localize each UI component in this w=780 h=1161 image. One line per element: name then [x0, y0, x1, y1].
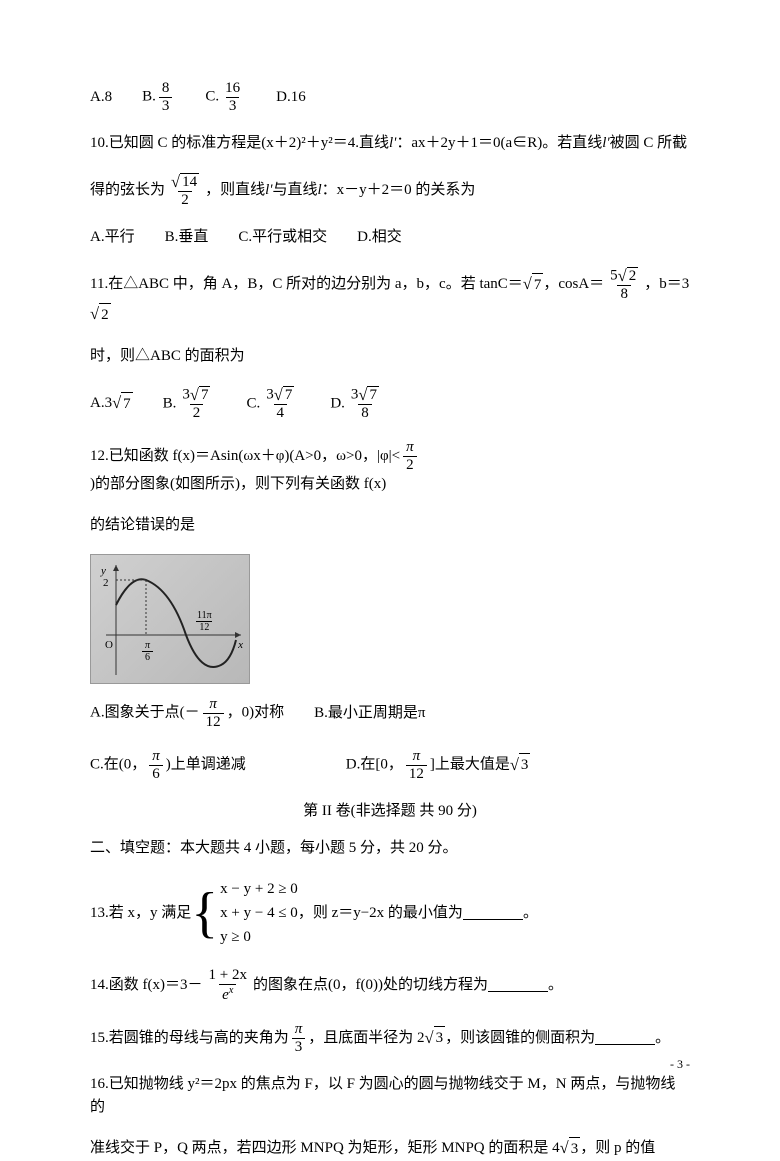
section2-instr: 二、填空题：本大题共 4 小题，每小题 5 分，共 20 分。 — [90, 837, 690, 860]
q12-options-row1: A.图象关于点(－π12，0)对称 B.最小正周期是π — [90, 696, 690, 730]
q16-stem-1: 16.已知抛物线 y²＝2px 的焦点为 F，以 F 为圆心的圆与抛物线交于 M… — [90, 1073, 690, 1118]
q12-graph: y 2 O x π6 11π12 — [90, 554, 250, 684]
q12-optD: D.在[0，π12]上最大值是3 — [346, 748, 531, 782]
q10-optB: B.垂直 — [165, 226, 209, 249]
q15-blank — [595, 1031, 655, 1045]
q12-stem-2: 的结论错误的是 — [90, 514, 690, 537]
q11-optA: A.37 — [90, 391, 133, 416]
graph-y-val: 2 — [103, 575, 109, 592]
q10-stem-2: 得的弦长为 142 ，则直线 l'与直线 l：x－y＋2＝0 的关系为 — [90, 173, 690, 209]
q12-optB: B.最小正周期是π — [314, 702, 425, 725]
q9-optD: D.16 — [276, 86, 306, 109]
graph-pt2: 11π12 — [191, 610, 218, 633]
q12-optA: A.图象关于点(－π12，0)对称 — [90, 696, 284, 730]
graph-pt1: π6 — [139, 640, 156, 663]
q9-optB: B.83 — [142, 80, 175, 114]
q10-optC: C.平行或相交 — [238, 226, 327, 249]
q14-blank — [488, 978, 548, 992]
q11-optD: D.378 — [330, 386, 385, 422]
q11-optB: B.372 — [163, 386, 217, 422]
q11-options: A.37 B.372 C.374 D.378 — [90, 386, 690, 422]
q13-blank — [463, 906, 523, 920]
q12-stem-1: 12.已知函数 f(x)＝Asin(ωx＋φ)(A>0，ω>0，|φ|< π2 … — [90, 439, 690, 496]
q14: 14.函数 f(x)＝3－ 1 + 2xex 的图象在点(0，f(0))处的切线… — [90, 967, 690, 1003]
page-number: - 3 - — [670, 1055, 690, 1073]
q15: 15.若圆锥的母线与高的夹角为 π3 ，且底面半径为 23 ，则该圆锥的侧面积为… — [90, 1021, 690, 1055]
q12-optC: C.在(0，π6)上单调递减 — [90, 748, 246, 782]
graph-origin: O — [105, 637, 113, 654]
graph-x-label: x — [238, 637, 243, 654]
q13: 13.若 x，y 满足 { x − y + 2 ≥ 0 x + y − 4 ≤ … — [90, 877, 690, 949]
q16-stem-2: 准线交于 P，Q 两点，若四边形 MNPQ 为矩形，矩形 MNPQ 的面积是 4… — [90, 1136, 690, 1161]
q12-options-row2: C.在(0，π6)上单调递减 D.在[0，π12]上最大值是3 — [90, 748, 690, 782]
q11-stem-2: 时，则△ABC 的面积为 — [90, 345, 690, 368]
q10-stem-1: 10.已知圆 C 的标准方程是(x＋2)²＋y²＝4.直线 l'：ax＋2y＋1… — [90, 132, 690, 155]
q10-options: A.平行 B.垂直 C.平行或相交 D.相交 — [90, 226, 690, 249]
q10-optD: D.相交 — [357, 226, 402, 249]
q11-stem-1: 11.在△ABC 中，角 A，B，C 所对的边分别为 a，b，c。若 tanC＝… — [90, 267, 690, 327]
q10-optA: A.平行 — [90, 226, 135, 249]
q9-optA: A.8 — [90, 86, 112, 109]
q9-options: A.8 B.83 C.163 D.16 — [90, 80, 690, 114]
section2-title: 第 II 卷(非选择题 共 90 分) — [90, 800, 690, 823]
q9-optC: C.163 — [205, 80, 246, 114]
q11-optC: C.374 — [246, 386, 300, 422]
